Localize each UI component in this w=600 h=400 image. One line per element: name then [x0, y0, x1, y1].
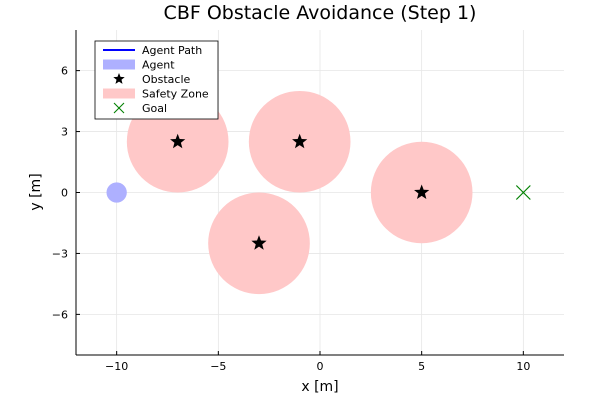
x-axis-label: x [m] [301, 379, 338, 395]
legend-swatch-safety-zone [103, 88, 135, 99]
y-tick-label: −3 [52, 247, 68, 260]
x-tick-label: 5 [418, 360, 425, 373]
y-tick-label: 0 [61, 187, 68, 200]
obstacle-star [170, 133, 186, 149]
legend-swatch-obstacle [113, 73, 125, 84]
x-tick-label: −5 [210, 360, 226, 373]
chart-title: CBF Obstacle Avoidance (Step 1) [164, 2, 477, 24]
chart-marks [106, 133, 531, 250]
x-tick-label: 0 [317, 360, 324, 373]
legend-label: Agent Path [142, 44, 202, 57]
legend-swatch-goal-b [113, 102, 125, 114]
y-tick-label: −6 [52, 308, 68, 321]
legend-label: Agent [142, 59, 175, 72]
x-tick-label: −10 [105, 360, 128, 373]
legend-label: Obstacle [142, 73, 191, 86]
legend-box [94, 40, 219, 120]
legend-label: Safety Zone [142, 88, 209, 101]
y-axis-label: y [m] [28, 173, 44, 210]
y-tick-label: 3 [61, 126, 68, 139]
legend-label: Goal [142, 102, 167, 115]
agent-marker [106, 182, 127, 203]
obstacle-star [251, 235, 267, 250]
x-tick-label: 10 [516, 360, 530, 373]
obstacle-star [292, 133, 308, 149]
legend-swatch-agent [103, 59, 135, 70]
obstacle-star [414, 184, 430, 199]
ticks: −10 −5 0 5 10 −6 −3 0 3 6 [52, 65, 531, 373]
goal-marker-stroke-b [515, 185, 531, 200]
y-tick-label: 6 [61, 65, 68, 78]
